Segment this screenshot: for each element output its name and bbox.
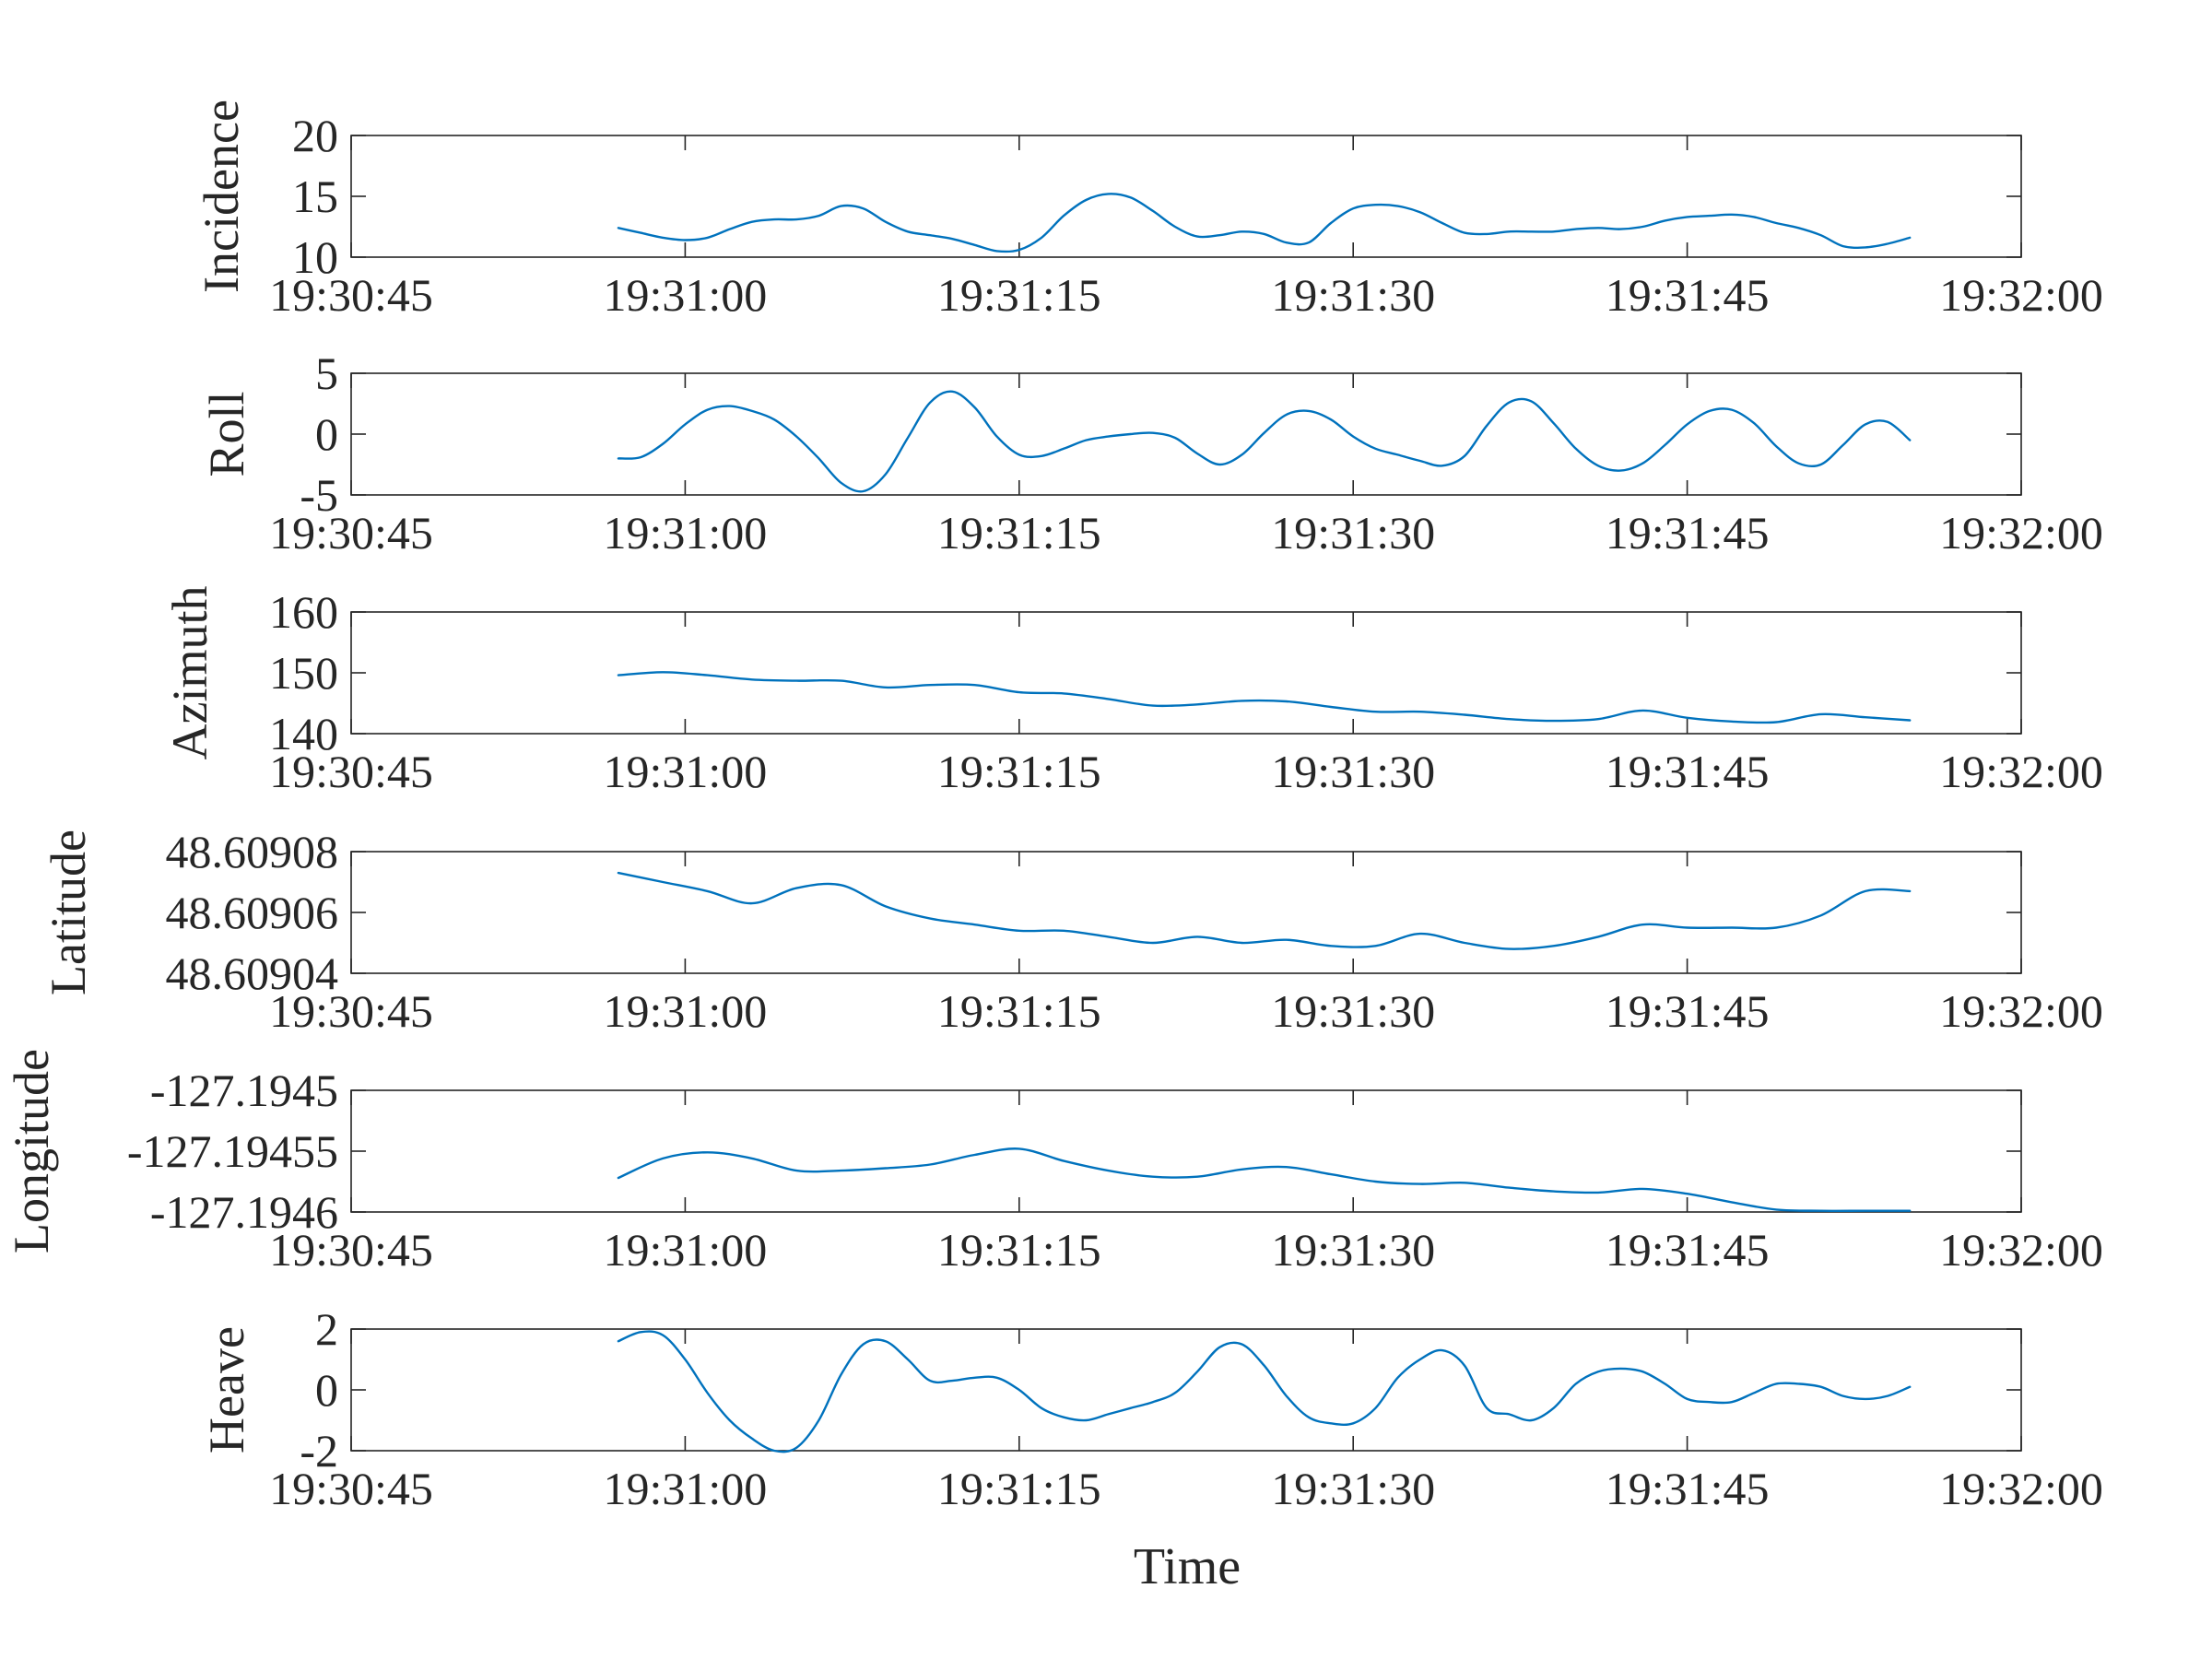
x-tick-label: 19:31:30 xyxy=(1271,1463,1435,1514)
x-tick-label: 19:30:45 xyxy=(269,985,433,1037)
y-axis-title: Azimuth xyxy=(162,586,218,760)
x-tick-label: 19:31:00 xyxy=(604,985,768,1037)
series-line-latitude xyxy=(617,871,1912,950)
x-tick-label: 19:31:45 xyxy=(1606,269,1770,321)
panel-roll: 19:30:45 19:31:00 19:31:15 19:31:30 19:31:45… xyxy=(199,347,2103,559)
x-tick-label: 19:31:45 xyxy=(1606,746,1770,797)
x-tick-label: 19:31:15 xyxy=(937,1463,1101,1514)
axes-frame xyxy=(350,372,2022,496)
y-axis-title: Roll xyxy=(199,391,254,477)
y-tick-label: 2 xyxy=(315,1303,338,1355)
y-tick-label: 5 xyxy=(315,347,338,399)
x-tick-label: 19:30:45 xyxy=(269,1463,433,1514)
y-tick-label: -127.19455 xyxy=(127,1125,338,1177)
axes-frame xyxy=(350,1328,2022,1452)
y-tick-label: 48.60906 xyxy=(166,887,339,938)
x-tick-label: 19:31:15 xyxy=(937,985,1101,1037)
axes-frame xyxy=(350,851,2022,974)
panel-longitude: 19:30:45 19:31:00 19:31:15 19:31:30 19:31:45… xyxy=(4,1049,2103,1276)
y-tick-label: 10 xyxy=(292,231,338,283)
panel-heave: 19:30:45 19:31:00 19:31:15 19:31:30 19:31:45… xyxy=(199,1303,2103,1514)
x-tick-label: 19:31:45 xyxy=(1606,507,1770,559)
x-tick-label: 19:31:00 xyxy=(604,1463,768,1514)
axes-frame xyxy=(350,135,2022,258)
x-tick-label: 19:30:45 xyxy=(269,1224,433,1276)
series-line-longitude xyxy=(617,1147,1912,1212)
x-tick-label: 19:31:00 xyxy=(604,746,768,797)
x-tick-label: 19:31:15 xyxy=(937,1224,1101,1276)
y-tick-label: 48.60904 xyxy=(166,947,339,999)
x-tick-label: 19:31:00 xyxy=(604,1224,768,1276)
x-tick-label: 19:32:00 xyxy=(1939,1224,2103,1276)
y-axis-title: Heave xyxy=(199,1326,254,1453)
series-line-incidence xyxy=(617,193,1912,253)
x-axis-title: Time xyxy=(1134,1538,1241,1595)
y-tick-label: 0 xyxy=(315,408,338,460)
x-tick-label: 19:32:00 xyxy=(1939,269,2103,321)
series-line-azimuth xyxy=(617,671,1912,724)
y-tick-label: -127.1945 xyxy=(150,1065,338,1116)
y-tick-label: 150 xyxy=(269,647,338,699)
y-tick-label: -127.1946 xyxy=(150,1186,338,1238)
y-axis-title: Incidence xyxy=(194,100,249,293)
x-tick-label: 19:31:30 xyxy=(1271,269,1435,321)
y-tick-label: 160 xyxy=(269,586,338,638)
x-tick-label: 19:31:15 xyxy=(937,746,1101,797)
x-tick-label: 19:31:15 xyxy=(937,269,1101,321)
x-tick-label: 19:31:30 xyxy=(1271,985,1435,1037)
x-tick-label: 19:31:00 xyxy=(604,269,768,321)
y-tick-label: 140 xyxy=(269,708,338,759)
x-tick-label: 19:32:00 xyxy=(1939,1463,2103,1514)
y-tick-label: 0 xyxy=(315,1364,338,1416)
x-tick-label: 19:32:00 xyxy=(1939,507,2103,559)
panel-incidence: 19:30:45 19:31:00 19:31:15 19:31:30 19:31:45… xyxy=(194,100,2103,321)
y-tick-label: 20 xyxy=(292,110,338,161)
y-tick-label: -2 xyxy=(300,1425,338,1477)
chart-panels: 19:30:45 19:31:00 19:31:15 19:31:30 19:31:45… xyxy=(4,100,2103,1514)
x-tick-label: 19:32:00 xyxy=(1939,985,2103,1037)
y-tick-label: 15 xyxy=(292,171,338,222)
panel-latitude: 19:30:45 19:31:00 19:31:15 19:31:30 19:31:45… xyxy=(41,826,2103,1037)
y-axis-title: Longitude xyxy=(4,1049,59,1253)
series-line-roll xyxy=(617,390,1912,493)
x-tick-label: 19:31:30 xyxy=(1271,1224,1435,1276)
x-tick-label: 19:31:15 xyxy=(937,507,1101,559)
axes-frame xyxy=(350,1089,2022,1213)
axes-frame xyxy=(350,611,2022,735)
x-tick-label: 19:31:45 xyxy=(1606,985,1770,1037)
x-tick-label: 19:31:30 xyxy=(1271,507,1435,559)
x-tick-label: 19:31:00 xyxy=(604,507,768,559)
x-tick-label: 19:30:45 xyxy=(269,507,433,559)
x-tick-label: 19:31:30 xyxy=(1271,746,1435,797)
x-tick-label: 19:31:45 xyxy=(1606,1463,1770,1514)
x-tick-label: 19:30:45 xyxy=(269,269,433,321)
y-tick-label: -5 xyxy=(300,469,338,521)
x-tick-label: 19:32:00 xyxy=(1939,746,2103,797)
panel-azimuth: 19:30:45 19:31:00 19:31:15 19:31:30 19:31:45… xyxy=(162,586,2103,797)
series-line-heave xyxy=(617,1330,1912,1453)
x-tick-label: 19:31:45 xyxy=(1606,1224,1770,1276)
x-tick-label: 19:30:45 xyxy=(269,746,433,797)
y-axis-title: Latitude xyxy=(41,830,96,995)
y-tick-label: 48.60908 xyxy=(166,826,339,877)
